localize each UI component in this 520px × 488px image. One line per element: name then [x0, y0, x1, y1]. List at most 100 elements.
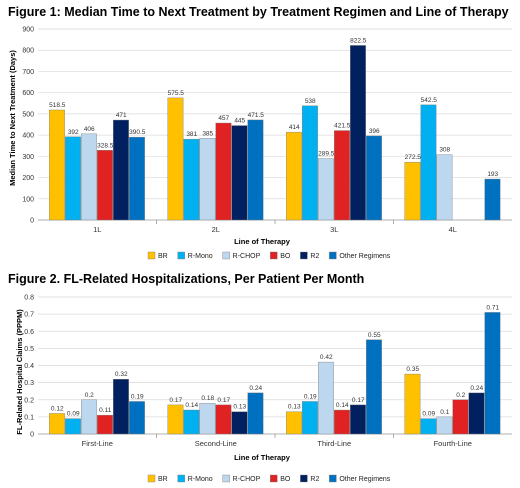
figure-2-bar-bo: [452, 399, 469, 435]
figure-1-y-axis-title: Median Time to Next Treatment (Days): [8, 50, 17, 186]
figure-1-legend: BR R-Mono R-CHOP BO R2 Other Regimens: [147, 251, 391, 260]
figure-2-legend-label-r2: R2: [310, 476, 319, 483]
figure-1-bar-br: [49, 109, 65, 221]
figure-2-data-label: 0.19: [131, 393, 144, 400]
figure-2-bar-br: [286, 411, 302, 435]
figure-1-bar-r-chop: [318, 158, 334, 221]
figure-2-data-label: 0.24: [470, 385, 483, 392]
figure-1-legend-swatch-bo: [270, 251, 278, 260]
figure-1-bar-r-mono: [183, 138, 200, 221]
figure-1-data-label: 538: [305, 98, 316, 105]
figure-2-y-tick-label: 0.3: [24, 380, 34, 387]
figure-1-category-label: 2L: [212, 225, 220, 234]
figure-2-data-label: 0.24: [249, 385, 262, 392]
figure-1-category-label: 3L: [330, 225, 338, 234]
figure-2-legend-label-r-mono: R-Mono: [188, 476, 213, 483]
figure-2-data-label: 0.09: [67, 411, 80, 418]
figure-1-y-tick-label: 300: [22, 154, 34, 161]
figure-2-data-label: 0.17: [352, 397, 365, 404]
figure-2-bar-r-mono: [302, 401, 318, 435]
figure-2-legend-swatch-r-mono: [177, 474, 185, 483]
figure-1-legend-swatch-other-regimens: [329, 251, 337, 260]
figure-2-plot-area: 00.10.20.30.40.50.60.70.8First-Line0.120…: [24, 295, 512, 448]
figure-1-data-label: 396: [369, 128, 380, 135]
figure-2-legend-swatch-br: [147, 474, 156, 483]
figure-1-bar-bo: [97, 150, 113, 221]
figure-2-bar-r2: [231, 411, 248, 435]
figure-2-bar-r2: [468, 392, 485, 435]
figure-2-x-axis-title: Line of Therapy: [234, 453, 291, 462]
figure-2-bar-br: [49, 413, 65, 435]
figure-2-y-tick-label: 0.4: [24, 363, 34, 370]
figure-2-bar-br: [167, 404, 184, 435]
figure-2-legend-swatch-r-chop: [222, 474, 230, 483]
figure-1-bar-other-regimens: [129, 136, 145, 221]
figure-1-data-label: 381: [186, 131, 197, 138]
figure-2-bar-bo: [97, 414, 113, 435]
figure-2-data-label: 0.14: [185, 402, 198, 409]
figure-2-y-tick-label: 0.1: [24, 414, 34, 421]
figure-1-data-label: 421.5: [334, 123, 351, 130]
figure-1-bar-r-mono: [302, 105, 318, 221]
figure-1-legend-label-r-mono: R-Mono: [188, 253, 213, 260]
figure-1-category-label: 4L: [449, 225, 457, 234]
figure-2-data-label: 0.11: [99, 407, 112, 414]
figure-1-bar-r2: [231, 125, 248, 221]
figure-1-bar-r-mono: [65, 136, 81, 221]
figure-2-bar-r-mono: [183, 409, 200, 435]
figure-1-y-tick-label: 500: [22, 111, 34, 118]
figure-1-y-tick-label: 100: [22, 196, 34, 203]
figure-1-data-label: 308: [439, 147, 450, 154]
figure-1-legend-swatch-br: [147, 251, 156, 260]
figure-1-data-label: 392: [68, 129, 79, 136]
figure-2-bar-other-regimens: [366, 339, 382, 435]
figure-1-data-label: 289.5: [318, 151, 335, 158]
figure-2-category-label: Fourth-Line: [434, 439, 472, 448]
figure-2-data-label: 0.71: [486, 304, 499, 311]
figure-1-y-tick-label: 0: [30, 218, 34, 225]
figure-1-data-label: 406: [84, 126, 95, 133]
figure-2-data-label: 0.55: [368, 332, 381, 339]
figure-2-data-label: 0.19: [304, 393, 317, 400]
figure-1-y-tick-label: 400: [22, 133, 34, 140]
figure-1-legend-swatch-r2: [300, 251, 308, 260]
figure-1-y-tick-label: 700: [22, 69, 34, 76]
figure-1-bar-bo: [334, 130, 350, 221]
figure-2-bar-r-mono: [420, 418, 437, 435]
figure-2: Figure 2. FL-Related Hospitalizations, P…: [8, 272, 512, 483]
figure-1-bar-r-chop: [81, 133, 97, 221]
figure-2-data-label: 0.17: [169, 397, 182, 404]
figure-2-legend-label-bo: BO: [280, 476, 291, 483]
figure-1-data-label: 471.5: [248, 112, 265, 119]
figure-1-data-label: 575.5: [168, 90, 185, 97]
figure-2-legend: BR R-Mono R-CHOP BO R2 Other Regimens: [147, 474, 391, 483]
figure-1-data-label: 445: [234, 118, 245, 125]
figure-2-data-label: 0.13: [233, 404, 246, 411]
figure-2-bar-r-chop: [318, 361, 334, 435]
figure-2-bar-br: [404, 373, 421, 435]
figure-1-legend-label-bo: BO: [280, 253, 291, 260]
figure-2-y-tick-label: 0: [30, 432, 34, 439]
figure-2-bar-r-chop: [199, 402, 216, 435]
figure-2-bar-bo: [334, 409, 350, 435]
figure-2-y-tick-label: 0.2: [24, 397, 34, 404]
figure-1-category-label: 1L: [93, 225, 101, 234]
figure-1-bar-br: [404, 161, 421, 221]
figure-1-data-label: 457: [218, 115, 229, 122]
figure-1-bar-br: [167, 97, 184, 221]
figure-1-legend-swatch-r-chop: [222, 251, 230, 260]
figure-2-y-tick-label: 0.8: [24, 295, 34, 302]
figure-2-data-label: 0.32: [115, 371, 128, 378]
figure-2-legend-label-br: BR: [158, 476, 168, 483]
figure-1-title: Figure 1: Median Time to Next Treatment …: [8, 5, 509, 19]
figure-2-data-label: 0.09: [422, 411, 435, 418]
figure-1-bar-br: [286, 131, 302, 221]
figure-1-data-label: 471: [116, 112, 127, 119]
figure-2-legend-swatch-other-regimens: [329, 474, 337, 483]
figure-1-bar-other-regimens: [366, 135, 382, 221]
figure-1-y-tick-label: 600: [22, 90, 34, 97]
figure-2-y-tick-label: 0.7: [24, 312, 34, 319]
figure-1-y-tick-label: 900: [22, 27, 34, 34]
figure-2-data-label: 0.18: [201, 395, 214, 402]
